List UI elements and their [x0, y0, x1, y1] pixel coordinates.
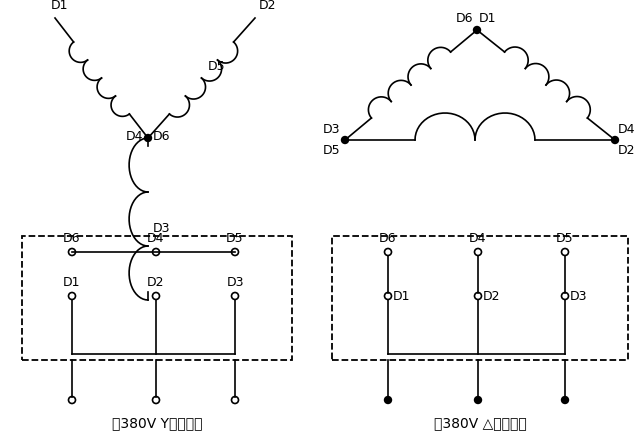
Text: D3: D3	[227, 276, 244, 289]
Text: D5: D5	[556, 232, 574, 245]
Text: D1: D1	[51, 0, 68, 12]
Text: D5: D5	[323, 144, 340, 157]
Text: D6: D6	[456, 12, 473, 25]
Text: D6: D6	[63, 232, 81, 245]
Text: D3: D3	[570, 289, 588, 302]
Text: D6: D6	[380, 232, 397, 245]
Text: D5: D5	[207, 60, 225, 73]
Text: D3: D3	[323, 123, 340, 136]
Circle shape	[385, 396, 392, 404]
Circle shape	[474, 396, 481, 404]
Circle shape	[561, 396, 568, 404]
Text: D2: D2	[618, 144, 636, 157]
Text: D3: D3	[153, 222, 170, 235]
Circle shape	[342, 137, 349, 143]
Text: D2: D2	[147, 276, 164, 289]
Text: D4: D4	[469, 232, 487, 245]
Text: D4: D4	[147, 232, 164, 245]
Text: D1: D1	[63, 276, 81, 289]
Text: D6: D6	[153, 129, 170, 142]
Circle shape	[145, 134, 152, 142]
Text: ～380V △形接线法: ～380V △形接线法	[434, 416, 526, 430]
Bar	[22, 236, 292, 360]
Text: D5: D5	[226, 232, 244, 245]
Text: ～380V Y形接线法: ～380V Y形接线法	[112, 416, 202, 430]
Text: D4: D4	[618, 123, 636, 136]
Bar	[332, 236, 628, 360]
Text: D4: D4	[125, 129, 143, 142]
Text: D1: D1	[393, 289, 410, 302]
Circle shape	[474, 26, 481, 34]
Text: D1: D1	[479, 12, 497, 25]
Text: D2: D2	[259, 0, 276, 12]
Circle shape	[611, 137, 618, 143]
Text: D2: D2	[483, 289, 500, 302]
